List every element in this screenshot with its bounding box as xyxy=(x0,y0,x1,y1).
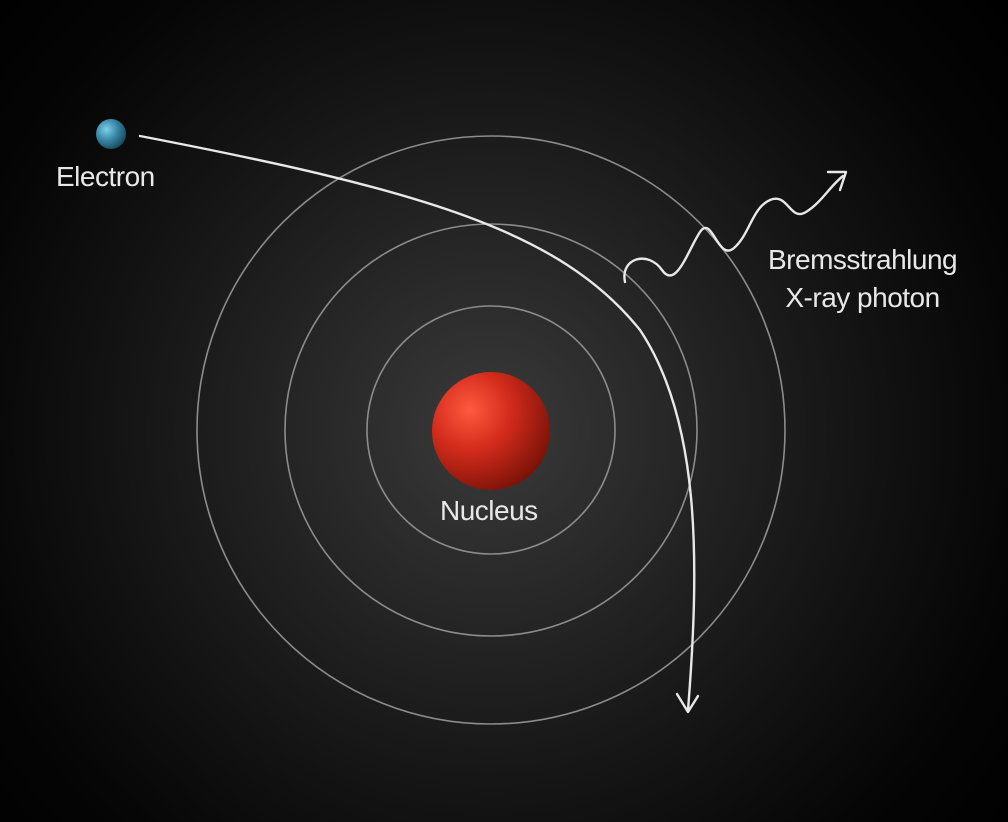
electron xyxy=(96,119,126,149)
electron-path xyxy=(140,136,694,710)
photon-label: Bremsstrahlung X-ray photon xyxy=(768,241,957,317)
photon-label-line2: X-ray photon xyxy=(768,279,957,317)
nucleus xyxy=(432,372,550,490)
electron-label: Electron xyxy=(56,163,155,191)
photon-label-line1: Bremsstrahlung xyxy=(768,241,957,279)
nucleus-label: Nucleus xyxy=(440,497,538,525)
